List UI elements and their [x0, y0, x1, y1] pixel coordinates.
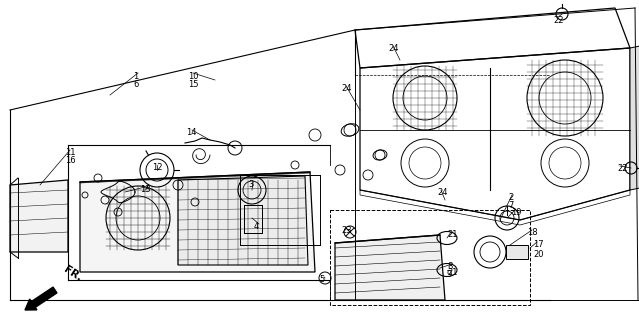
Text: 9: 9: [447, 270, 452, 279]
Text: 1: 1: [133, 72, 138, 81]
Polygon shape: [630, 46, 639, 190]
Bar: [244, 205, 262, 233]
Text: 7: 7: [508, 201, 513, 210]
Text: 24: 24: [437, 188, 447, 197]
Text: 22: 22: [553, 16, 564, 25]
Text: 24: 24: [341, 84, 351, 93]
Text: 20: 20: [533, 250, 544, 259]
Polygon shape: [80, 172, 315, 272]
Text: FR.: FR.: [62, 264, 84, 283]
Polygon shape: [178, 176, 308, 265]
Text: 3: 3: [248, 180, 254, 189]
Text: 17: 17: [533, 240, 544, 249]
FancyArrow shape: [25, 287, 57, 310]
Text: 19: 19: [511, 208, 521, 217]
Text: 4: 4: [254, 222, 259, 231]
Text: 5: 5: [319, 275, 324, 284]
Text: 21: 21: [447, 268, 458, 277]
Text: 23: 23: [341, 226, 351, 235]
Text: 16: 16: [65, 156, 75, 165]
Text: 2: 2: [508, 193, 513, 202]
Text: 14: 14: [186, 128, 197, 137]
Text: 11: 11: [65, 148, 75, 157]
Text: 22: 22: [617, 164, 627, 173]
Polygon shape: [10, 180, 68, 252]
Polygon shape: [335, 235, 445, 300]
Text: 15: 15: [188, 80, 199, 89]
Bar: [244, 205, 262, 233]
Text: 18: 18: [527, 228, 537, 237]
Text: 10: 10: [188, 72, 199, 81]
Text: 21: 21: [447, 230, 458, 239]
Bar: [506, 245, 528, 259]
Text: 24: 24: [388, 44, 399, 53]
Text: 8: 8: [447, 262, 452, 271]
Text: 13: 13: [140, 185, 151, 194]
Text: 12: 12: [152, 163, 162, 172]
Bar: [330, 210, 530, 305]
Text: 6: 6: [133, 80, 139, 89]
